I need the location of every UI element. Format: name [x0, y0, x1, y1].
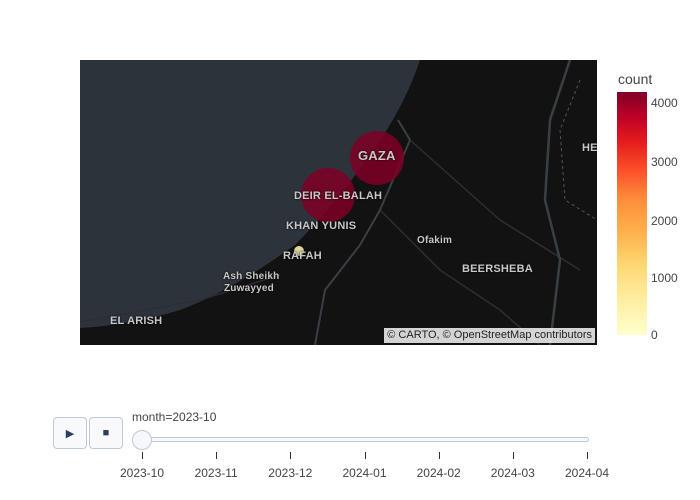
- slider-tick-mark: [587, 452, 588, 459]
- colorbar: [617, 92, 647, 335]
- slider-step-label[interactable]: 2023-11: [194, 466, 238, 480]
- road-line: [543, 60, 572, 345]
- slider-tick-mark: [438, 452, 440, 459]
- city-label-deir-el-balah: DEIR EL-BALAH: [294, 190, 383, 202]
- map-attribution[interactable]: © CARTO, © OpenStreetMap contributors: [384, 328, 595, 343]
- slider-tick-mark: [142, 452, 143, 459]
- slider-step-label[interactable]: 2024-03: [490, 466, 535, 480]
- colorbar-tick: 2000: [651, 214, 678, 228]
- data-point-gaza[interactable]: [350, 131, 404, 185]
- city-label-he: HE: [582, 142, 597, 154]
- road-line: [80, 274, 281, 323]
- city-label-rafah: RAFAH: [283, 250, 322, 262]
- colorbar-tick: 3000: [651, 155, 678, 169]
- border-line: [559, 79, 597, 221]
- city-label-beersheba: BEERSHEBA: [462, 263, 533, 275]
- map-view[interactable]: GAZA DEIR EL-BALAH KHAN YUNIS RAFAH Ofak…: [80, 60, 597, 345]
- slider-step-label[interactable]: 2024-04: [564, 466, 610, 480]
- slider-tick-mark: [216, 452, 218, 459]
- slider-step-label[interactable]: 2023-10: [119, 466, 165, 480]
- slider-current-value: month=2023-10: [132, 410, 217, 424]
- city-label-ofakim: Ofakim: [417, 235, 453, 246]
- colorbar-tick: 4000: [651, 96, 678, 110]
- city-label-gaza: GAZA: [358, 148, 396, 163]
- data-point-rafah[interactable]: [294, 246, 304, 256]
- slider-step-label[interactable]: 2024-02: [416, 466, 461, 480]
- slider-tick-mark: [512, 452, 514, 459]
- data-point-deir-el-balah[interactable]: [301, 168, 355, 222]
- stop-button[interactable]: ■: [89, 417, 123, 449]
- play-button[interactable]: ▶: [53, 417, 87, 449]
- colorbar-tick: 0: [651, 328, 658, 342]
- stop-icon: ■: [102, 427, 110, 439]
- road-line: [409, 139, 581, 271]
- slider-handle[interactable]: [132, 430, 152, 450]
- road-line: [379, 209, 541, 345]
- city-label-zuwayyed: Zuwayyed: [224, 283, 274, 294]
- colorbar-tick: 1000: [651, 271, 678, 285]
- slider-step-label[interactable]: 2023-12: [268, 466, 313, 480]
- slider-tick-mark: [290, 452, 292, 459]
- colorbar-title: count: [618, 71, 653, 87]
- road-line: [314, 119, 412, 345]
- city-label-el-arish: EL ARISH: [110, 315, 163, 327]
- slider-rail[interactable]: [142, 437, 589, 442]
- slider-tick-mark: [364, 452, 366, 459]
- play-icon: ▶: [65, 427, 75, 440]
- map-layer: [80, 60, 597, 345]
- city-label-khan-yunis: KHAN YUNIS: [286, 220, 357, 232]
- sea-area: [80, 60, 420, 328]
- slider-step-label[interactable]: 2024-01: [342, 466, 387, 480]
- city-label-ash-sheikh: Ash Sheikh: [223, 271, 280, 282]
